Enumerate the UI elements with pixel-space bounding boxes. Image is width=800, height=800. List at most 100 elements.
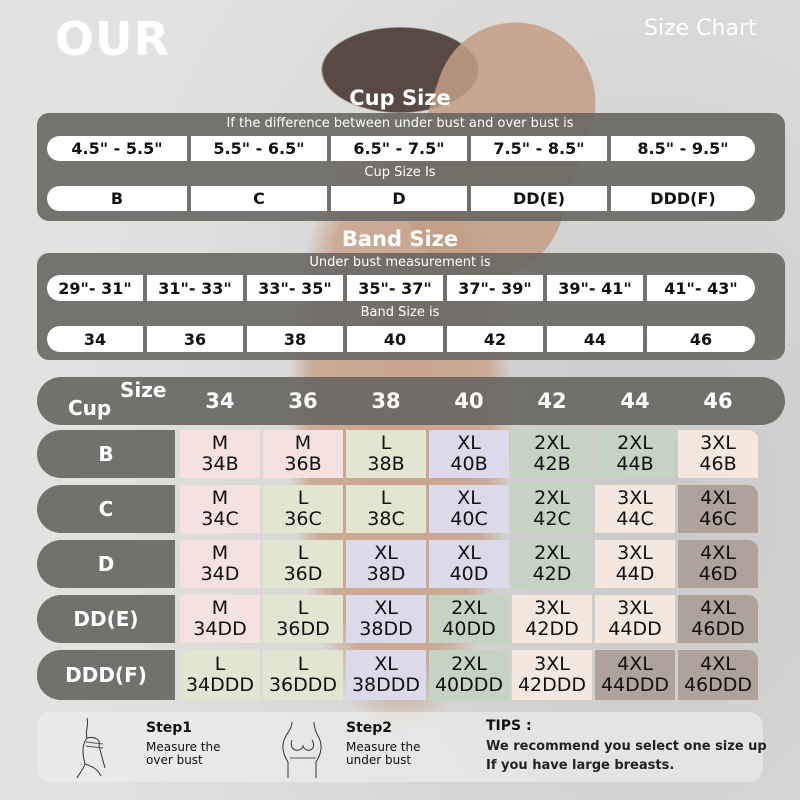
cup-size-cell: DDD(F) [611, 186, 755, 211]
bra-size: 36C [284, 508, 322, 530]
bra-size: 40C [450, 508, 488, 530]
bra-size: 42D [532, 563, 572, 585]
size-letter: 2XL [534, 487, 570, 509]
size-cell: 3XL 44DD [595, 595, 675, 643]
grid-column-header: 38 [371, 389, 401, 413]
size-cell: 3XL 44C [595, 485, 675, 533]
bra-size: 34D [200, 563, 240, 585]
cup-difference-cell: 5.5" - 6.5" [191, 136, 327, 161]
size-letter: 2XL [451, 597, 487, 619]
under-bust-measure-illustration [282, 721, 322, 778]
size-letter: 2XL [617, 432, 653, 454]
size-cell: 4XL 46D [678, 540, 758, 588]
bra-size: 34B [201, 453, 239, 475]
grid-column-header: 46 [703, 389, 733, 413]
grid-column-header: 44 [620, 389, 650, 413]
bra-size: 38DDD [351, 674, 421, 696]
band-measurement-cell: 39"- 41" [547, 275, 643, 301]
bra-size: 44DD [608, 618, 662, 640]
bra-size: 46DD [691, 618, 745, 640]
band-measurement-cell: 31"- 33" [147, 275, 243, 301]
size-cell: M 34D [180, 540, 260, 588]
size-letter: 4XL [700, 542, 736, 564]
size-letter: 4XL [700, 487, 736, 509]
grid-row-label: DDD(F) [37, 650, 175, 700]
size-letter: XL [374, 653, 398, 675]
size-letter: 3XL [700, 432, 736, 454]
bra-size: 38C [367, 508, 405, 530]
cup-size-cell: C [191, 186, 327, 211]
bra-size: 40DDD [434, 674, 504, 696]
cup-size-subtitle: If the difference between under bust and… [226, 116, 574, 131]
size-cell: 4XL 46C [678, 485, 758, 533]
size-letter: XL [457, 432, 481, 454]
bra-size: 38B [367, 453, 405, 475]
size-cell: XL 40C [429, 485, 509, 533]
bra-size: 40B [450, 453, 488, 475]
size-letter: M [211, 597, 229, 619]
grid-column-header: 36 [288, 389, 318, 413]
bra-size: 44B [616, 453, 654, 475]
size-cell: 2XL 44B [595, 430, 675, 478]
band-size-subtitle: Under bust measurement is [309, 255, 491, 270]
bra-size: 42B [533, 453, 571, 475]
size-cell: XL 40D [429, 540, 509, 588]
size-cell: L 36C [263, 485, 343, 533]
bra-size: 42DD [525, 618, 579, 640]
size-cell: 4XL 44DDD [595, 650, 675, 700]
over-bust-measure-illustration [76, 717, 106, 778]
size-cell: 3XL 42DD [512, 595, 592, 643]
bra-size: 36DDD [268, 674, 338, 696]
size-letter: 3XL [617, 487, 653, 509]
band-size-cell: 46 [647, 326, 755, 352]
bra-size: 46DDD [683, 674, 753, 696]
grid-column-header: 34 [205, 389, 235, 413]
bra-size: 36D [283, 563, 323, 585]
size-cell: M 34C [180, 485, 260, 533]
grid-row-label: C [37, 485, 175, 533]
grid-column-header: 40 [454, 389, 484, 413]
step-description-line-2: over bust [146, 753, 203, 767]
band-measurement-cell: 33"- 35" [247, 275, 343, 301]
cup-size-title: Cup Size [349, 86, 451, 110]
bra-size: 42C [533, 508, 571, 530]
size-cell: 2XL 42C [512, 485, 592, 533]
band-measurement-cell: 35"- 37" [347, 275, 443, 301]
brand-logo: OUR [55, 12, 170, 66]
bra-size: 34C [201, 508, 239, 530]
size-cell: XL 40B [429, 430, 509, 478]
grid-row-label: DD(E) [37, 595, 175, 643]
step-description-line-1: Measure the [146, 740, 221, 754]
grid-header [37, 377, 785, 425]
grid-corner-size: Size [120, 378, 167, 402]
size-letter: L [297, 487, 309, 509]
size-cell: L 34DDD [180, 650, 260, 700]
grid-row-label: B [37, 430, 175, 478]
size-letter: XL [457, 487, 481, 509]
band-measurement-cell: 37"- 39" [447, 275, 543, 301]
size-cell: 4XL 46DDD [678, 650, 758, 700]
size-letter: XL [374, 597, 398, 619]
size-letter: 3XL [534, 653, 570, 675]
band-size-cell: 42 [447, 326, 543, 352]
cup-size-cell: B [47, 186, 187, 211]
cup-difference-cell: 7.5" - 8.5" [471, 136, 607, 161]
size-cell: L 36DDD [263, 650, 343, 700]
step-description-line-1: Measure the [346, 740, 421, 754]
bra-size: 44C [616, 508, 654, 530]
size-cell: L 36DD [263, 595, 343, 643]
size-letter: 4XL [617, 653, 653, 675]
size-letter: 3XL [534, 597, 570, 619]
band-size-cell: 40 [347, 326, 443, 352]
instructions-panel [37, 712, 763, 782]
step-description-line-2: under bust [346, 753, 412, 767]
header-title: Size Chart [644, 16, 757, 41]
size-cell: 4XL 46DD [678, 595, 758, 643]
size-letter: L [297, 542, 309, 564]
band-size-title: Band Size [341, 227, 459, 251]
size-cell: M 36B [263, 430, 343, 478]
size-cell: L 38C [346, 485, 426, 533]
size-cell: 2XL 40DD [429, 595, 509, 643]
step-title: Step2 [346, 720, 393, 736]
size-letter: L [297, 653, 309, 675]
